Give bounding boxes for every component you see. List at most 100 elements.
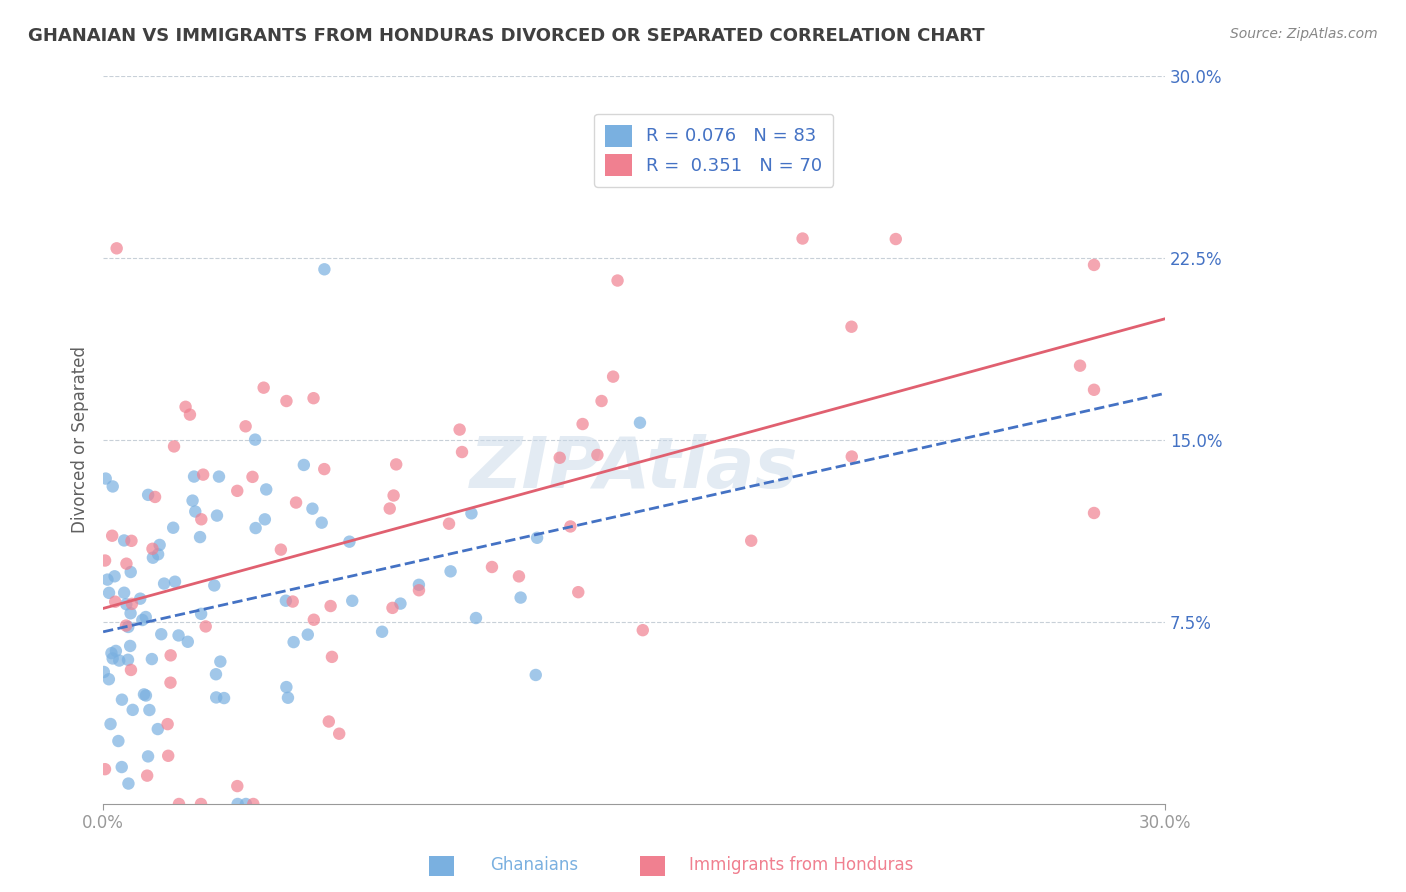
Bar — [429, 856, 454, 876]
Point — [107, 734, 129, 748]
Point — [792, 231, 814, 245]
Point — [191, 467, 214, 482]
Point — [94, 472, 117, 486]
Point — [94, 762, 117, 776]
Point — [101, 529, 124, 543]
Point — [190, 797, 212, 811]
Point — [841, 319, 863, 334]
Point — [117, 776, 139, 790]
Point — [276, 394, 298, 409]
Point — [97, 672, 120, 686]
Point — [181, 493, 204, 508]
Point — [121, 703, 143, 717]
Point — [371, 624, 394, 639]
Point — [283, 635, 305, 649]
Point — [253, 381, 276, 395]
Point — [188, 530, 211, 544]
Point — [302, 391, 325, 405]
Point — [177, 634, 200, 648]
Point — [205, 667, 228, 681]
Point — [465, 611, 488, 625]
Point — [129, 591, 152, 606]
Point — [208, 469, 231, 483]
Point — [163, 439, 186, 453]
Point — [101, 479, 124, 493]
Point — [153, 576, 176, 591]
Point — [142, 550, 165, 565]
Point — [740, 533, 762, 548]
Point — [205, 690, 228, 705]
Point — [143, 490, 166, 504]
Text: ZIPAtlas: ZIPAtlas — [470, 434, 799, 503]
Point — [274, 593, 297, 607]
Point — [131, 613, 153, 627]
Point — [285, 495, 308, 509]
Point — [226, 483, 249, 498]
Point — [115, 618, 138, 632]
Point — [591, 394, 613, 409]
Point — [159, 648, 181, 663]
Point — [100, 717, 122, 731]
Point — [162, 521, 184, 535]
Point — [560, 519, 582, 533]
Text: Source: ZipAtlas.com: Source: ZipAtlas.com — [1230, 27, 1378, 41]
Point — [381, 600, 404, 615]
Point — [342, 594, 364, 608]
Point — [524, 668, 547, 682]
Point — [104, 644, 127, 658]
Point — [378, 501, 401, 516]
Point — [190, 512, 212, 526]
Point — [270, 542, 292, 557]
Point — [120, 639, 142, 653]
Point — [135, 610, 157, 624]
Point — [841, 450, 863, 464]
Point — [628, 416, 651, 430]
Point — [136, 749, 159, 764]
Point — [1083, 506, 1105, 520]
Point — [179, 408, 201, 422]
Point — [150, 627, 173, 641]
Point — [311, 516, 333, 530]
Point — [318, 714, 340, 729]
Point — [226, 779, 249, 793]
Point — [389, 597, 412, 611]
Point — [120, 565, 142, 579]
Point — [302, 613, 325, 627]
Point — [120, 607, 142, 621]
Point — [146, 547, 169, 561]
Point — [884, 232, 907, 246]
Point — [111, 692, 134, 706]
Point — [101, 651, 124, 665]
Point — [202, 578, 225, 592]
Point — [93, 665, 115, 679]
Text: Ghanaians: Ghanaians — [491, 855, 578, 873]
Point — [100, 646, 122, 660]
Point — [226, 797, 249, 811]
Point — [245, 521, 267, 535]
Point — [194, 619, 217, 633]
Point — [243, 433, 266, 447]
Point — [509, 591, 531, 605]
Point — [571, 417, 593, 431]
Point — [319, 599, 342, 613]
Point — [276, 680, 298, 694]
Point — [108, 654, 131, 668]
Bar — [640, 856, 665, 876]
Point — [94, 553, 117, 567]
Point — [115, 557, 138, 571]
Point — [183, 469, 205, 483]
Point — [167, 628, 190, 642]
Point — [120, 533, 142, 548]
Point — [437, 516, 460, 531]
Point — [105, 241, 128, 255]
Point — [141, 541, 163, 556]
Point — [174, 400, 197, 414]
Point — [136, 769, 159, 783]
Point — [451, 445, 474, 459]
Point — [254, 483, 277, 497]
Point — [159, 675, 181, 690]
Y-axis label: Divorced or Separated: Divorced or Separated — [72, 346, 89, 533]
Point — [314, 462, 336, 476]
Legend: R = 0.076   N = 83, R =  0.351   N = 70: R = 0.076 N = 83, R = 0.351 N = 70 — [593, 113, 834, 186]
Point — [135, 689, 157, 703]
